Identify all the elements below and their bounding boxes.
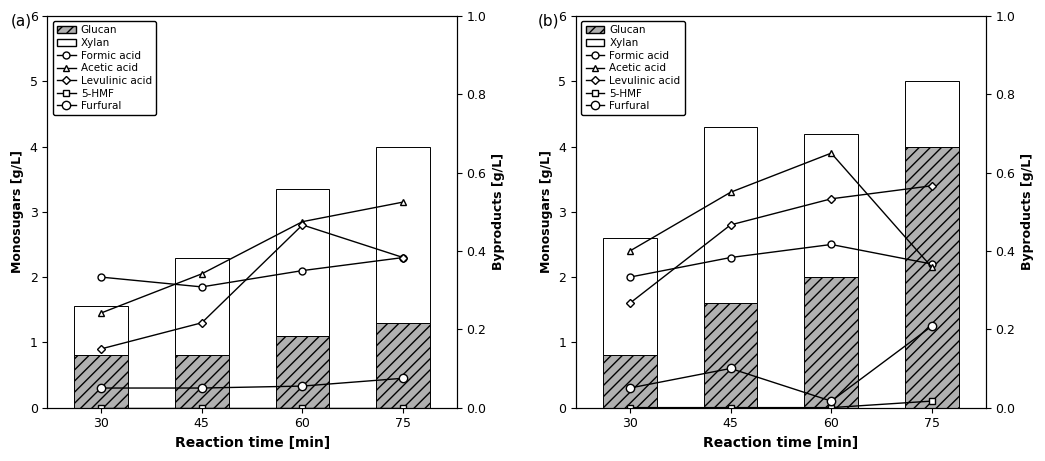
Bar [805, 134, 858, 277]
Bar [175, 355, 229, 408]
Bar [74, 307, 127, 355]
Bar [703, 303, 758, 408]
Bar [276, 336, 329, 408]
Bar [905, 81, 958, 147]
Bar [376, 323, 429, 408]
Bar [905, 147, 958, 408]
Bar [376, 147, 429, 323]
Bar [603, 355, 656, 408]
X-axis label: Reaction time [min]: Reaction time [min] [703, 436, 859, 450]
Bar [703, 127, 758, 303]
Bar [74, 355, 127, 408]
Y-axis label: Monosugars [g/L]: Monosugars [g/L] [11, 150, 24, 273]
Y-axis label: Byproducts [g/L]: Byproducts [g/L] [1021, 154, 1034, 271]
Bar [276, 189, 329, 336]
Text: (a): (a) [10, 14, 31, 29]
Bar [175, 258, 229, 355]
Text: (b): (b) [538, 14, 560, 29]
Bar [805, 277, 858, 408]
Legend: Glucan, Xylan, Formic acid, Acetic acid, Levulinic acid, 5-HMF, Furfural: Glucan, Xylan, Formic acid, Acetic acid,… [581, 21, 684, 115]
Legend: Glucan, Xylan, Formic acid, Acetic acid, Levulinic acid, 5-HMF, Furfural: Glucan, Xylan, Formic acid, Acetic acid,… [52, 21, 156, 115]
X-axis label: Reaction time [min]: Reaction time [min] [175, 436, 330, 450]
Y-axis label: Monosugars [g/L]: Monosugars [g/L] [540, 150, 553, 273]
Bar [603, 238, 656, 355]
Y-axis label: Byproducts [g/L]: Byproducts [g/L] [492, 154, 505, 271]
